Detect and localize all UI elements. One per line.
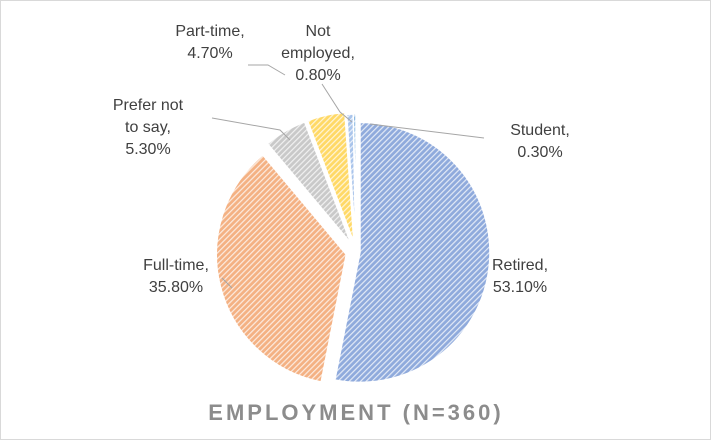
value-label: 0.30% — [517, 144, 562, 161]
pie-slice — [306, 111, 355, 243]
data-label: Part-time, 4.70% — [175, 23, 244, 62]
data-label: Student, 0.30% — [510, 122, 570, 161]
leader-line — [321, 83, 353, 123]
leader-line — [221, 277, 233, 289]
category-label: Prefer not to say, — [113, 97, 184, 136]
value-label: 5.30% — [125, 141, 170, 158]
category-label: Part-time, — [175, 23, 244, 40]
category-label: Student, — [510, 122, 570, 139]
value-label: 4.70% — [187, 45, 232, 62]
pie-slice — [352, 113, 357, 245]
data-label: Full-time, 35.80% — [143, 257, 209, 296]
leader-line — [248, 64, 286, 76]
data-label: Retired, 53.10% — [492, 257, 548, 296]
value-label: 0.80% — [295, 67, 340, 84]
category-label: Not employed, — [281, 23, 355, 62]
pie-slice — [266, 120, 352, 244]
data-label: Not employed, 0.80% — [281, 23, 355, 84]
value-label: 53.10% — [493, 279, 547, 296]
category-label: Retired, — [492, 257, 548, 274]
leader-line — [369, 123, 485, 139]
leader-line — [211, 117, 291, 141]
chart-title: EMPLOYMENT (N=360) — [208, 400, 503, 425]
category-label: Full-time, — [143, 257, 209, 274]
value-label: 35.80% — [149, 279, 203, 296]
pie-slice — [333, 121, 491, 384]
data-label: Prefer not to say, 5.30% — [113, 97, 184, 158]
pie-slice — [215, 153, 348, 383]
